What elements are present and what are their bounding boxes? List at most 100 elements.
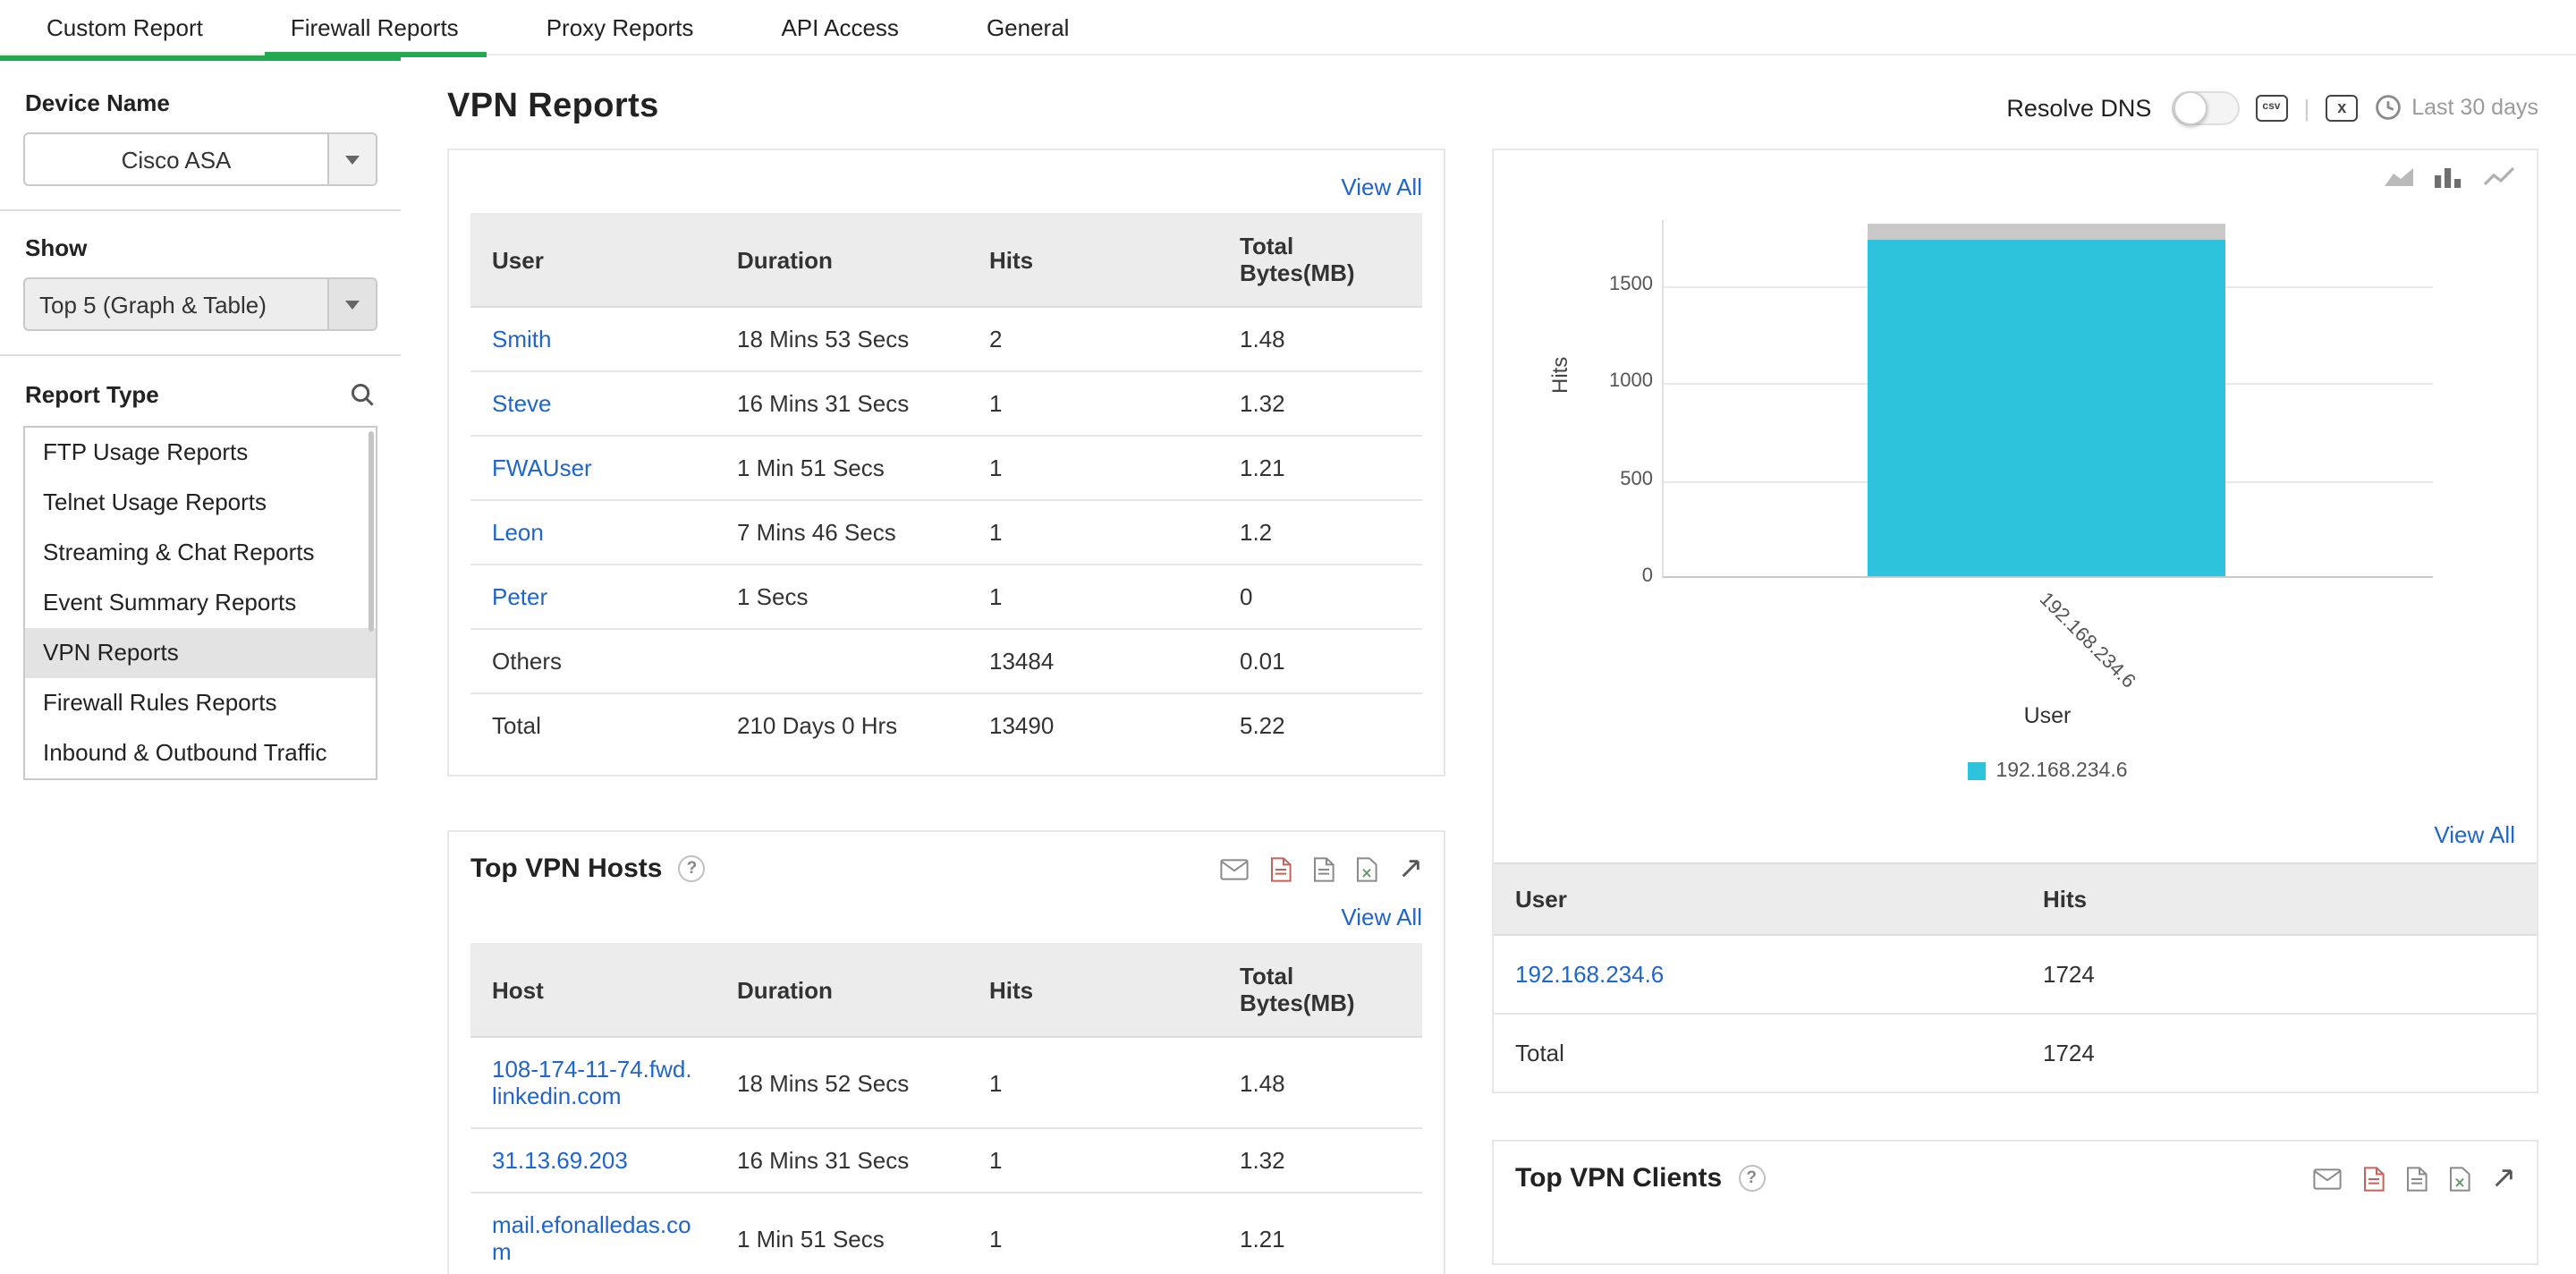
tab-general[interactable]: General bbox=[987, 0, 1070, 55]
sidebar-item-event-summary-reports[interactable]: Event Summary Reports bbox=[43, 589, 297, 616]
vpn-hosts-table: Host Duration Hits Total Bytes(MB) 108-1… bbox=[470, 943, 1422, 1274]
sidebar-item-vpn-reports[interactable]: VPN Reports bbox=[25, 628, 376, 678]
sidebar-item-firewall-rules-reports[interactable]: Firewall Rules Reports bbox=[43, 689, 277, 716]
view-all-link[interactable]: View All bbox=[1341, 904, 1422, 930]
report-icon[interactable] bbox=[2406, 1166, 2428, 1191]
user-link[interactable]: Leon bbox=[492, 519, 544, 546]
cell-hits: 1 bbox=[968, 436, 1218, 501]
y-tick-label: 0 bbox=[1641, 565, 1653, 587]
pdf-icon[interactable] bbox=[1270, 856, 1292, 881]
cell-bytes: 1.32 bbox=[1218, 371, 1422, 437]
cell-duration: 18 Mins 53 Secs bbox=[716, 307, 968, 372]
tab-label: API Access bbox=[781, 13, 899, 40]
time-period-selector[interactable]: Last 30 days bbox=[2374, 93, 2538, 122]
table-row: mail.efonalledas.com 1 Min 51 Secs 1 1.2… bbox=[470, 1193, 1422, 1274]
separator: | bbox=[2303, 94, 2310, 121]
cell-hits: 2 bbox=[968, 307, 1218, 372]
user-link[interactable]: 192.168.234.6 bbox=[1515, 961, 1665, 988]
report-type-list: FTP Usage Reports Telnet Usage Reports S… bbox=[23, 426, 377, 780]
cell-duration: 16 Mins 31 Secs bbox=[716, 1128, 968, 1193]
show-select[interactable]: Top 5 (Graph & Table) bbox=[23, 277, 377, 331]
table-row: Peter 1 Secs 1 0 bbox=[470, 565, 1422, 630]
cell-user: Total bbox=[492, 712, 541, 739]
column-header: Total Bytes(MB) bbox=[1218, 213, 1422, 308]
excel-icon[interactable] bbox=[1356, 856, 1377, 881]
report-icon[interactable] bbox=[1313, 856, 1335, 881]
chart-legend: 192.168.234.6 bbox=[1662, 760, 2433, 782]
search-icon[interactable] bbox=[349, 381, 376, 408]
vpn-users-bar-chart: Hits 1500 1000 500 0 192.168.234.6 bbox=[1515, 188, 2515, 818]
user-link[interactable]: Smith bbox=[492, 326, 552, 352]
cell-hits: 1 bbox=[968, 1037, 1218, 1129]
list-scrollbar[interactable] bbox=[369, 431, 374, 632]
view-all-link[interactable]: View All bbox=[2434, 821, 2515, 848]
tab-api-access[interactable]: API Access bbox=[781, 0, 899, 55]
help-icon[interactable]: ? bbox=[1738, 1165, 1766, 1192]
device-name-value: Cisco ASA bbox=[121, 146, 232, 173]
email-icon[interactable] bbox=[1220, 858, 1249, 879]
tab-proxy-reports[interactable]: Proxy Reports bbox=[547, 0, 694, 55]
cell-hits: 1 bbox=[968, 371, 1218, 437]
sidebar-item-streaming-chat-reports[interactable]: Streaming & Chat Reports bbox=[43, 539, 315, 565]
device-name-select[interactable]: Cisco ASA bbox=[23, 132, 377, 186]
vpn-users-card: View All User Duration Hits Total Bytes(… bbox=[447, 149, 1445, 777]
excel-export-icon[interactable]: x bbox=[2326, 94, 2359, 121]
pdf-icon[interactable] bbox=[2363, 1166, 2385, 1191]
tab-label: General bbox=[986, 13, 1070, 40]
excel-icon[interactable] bbox=[2449, 1166, 2470, 1191]
sidebar-divider bbox=[0, 209, 401, 211]
page-title: VPN Reports bbox=[447, 88, 659, 125]
table-row: 31.13.69.203 16 Mins 31 Secs 1 1.32 bbox=[470, 1128, 1422, 1193]
x-tick-label: 192.168.234.6 bbox=[2035, 589, 2140, 693]
user-link[interactable]: FWAUser bbox=[492, 454, 592, 481]
sidebar-item-inbound-outbound-traffic[interactable]: Inbound & Outbound Traffic bbox=[43, 739, 327, 766]
column-header: Hits bbox=[968, 213, 1218, 308]
bar[interactable] bbox=[1868, 240, 2225, 576]
tab-firewall-reports[interactable]: Firewall Reports bbox=[265, 0, 487, 56]
tab-custom-report[interactable]: Custom Report bbox=[47, 0, 203, 55]
top-vpn-hosts-card: Top VPN Hosts ? bbox=[447, 830, 1445, 1274]
cell-duration: 210 Days 0 Hrs bbox=[737, 712, 898, 739]
host-link[interactable]: 108-174-11-74.fwd.linkedin.com bbox=[492, 1056, 692, 1109]
chevron-down-icon[interactable] bbox=[327, 134, 376, 184]
cell-hits: 1 bbox=[968, 500, 1218, 565]
tab-label: Proxy Reports bbox=[546, 13, 694, 40]
bar-chart-icon[interactable] bbox=[2433, 166, 2465, 188]
table-row: 192.168.234.6 1724 bbox=[1494, 935, 2537, 1015]
report-type-label: Report Type bbox=[25, 381, 159, 408]
x-axis-label: User bbox=[2023, 703, 2072, 728]
resolve-dns-toggle[interactable] bbox=[2171, 90, 2240, 124]
sidebar-item-ftp-usage-reports[interactable]: FTP Usage Reports bbox=[43, 438, 249, 465]
line-chart-icon[interactable] bbox=[2483, 166, 2515, 188]
y-axis-label: Hits bbox=[1547, 356, 1572, 394]
cell-bytes: 1.21 bbox=[1240, 1225, 1285, 1252]
chevron-down-icon[interactable] bbox=[327, 279, 376, 329]
expand-icon[interactable] bbox=[2492, 1167, 2515, 1190]
cell-duration bbox=[716, 629, 968, 694]
table-row: Smith 18 Mins 53 Secs 2 1.48 bbox=[470, 307, 1422, 372]
email-icon[interactable] bbox=[2313, 1168, 2342, 1189]
view-all-link[interactable]: View All bbox=[1341, 174, 1422, 200]
column-header: Hits bbox=[2021, 863, 2537, 936]
table-row: Steve 16 Mins 31 Secs 1 1.32 bbox=[470, 371, 1422, 437]
column-header: User bbox=[470, 213, 716, 308]
cell-hits: 1724 bbox=[2021, 935, 2537, 1015]
help-icon[interactable]: ? bbox=[678, 855, 706, 882]
show-label: Show bbox=[25, 234, 88, 261]
y-tick-label: 1500 bbox=[1609, 274, 1653, 295]
host-link[interactable]: 31.13.69.203 bbox=[492, 1147, 628, 1174]
csv-export-icon[interactable]: csv bbox=[2255, 94, 2288, 121]
vpn-users-hits-table: User Hits 192.168.234.6 1724 Total 1724 bbox=[1494, 862, 2537, 1091]
period-label: Last 30 days bbox=[2411, 95, 2538, 120]
sidebar-item-telnet-usage-reports[interactable]: Telnet Usage Reports bbox=[43, 488, 267, 515]
tab-label: Firewall Reports bbox=[290, 13, 459, 40]
expand-icon[interactable] bbox=[1399, 857, 1422, 880]
cell-hits: 1724 bbox=[2043, 1040, 2095, 1066]
user-link[interactable]: Steve bbox=[492, 390, 552, 417]
user-link[interactable]: Peter bbox=[492, 583, 548, 610]
legend-swatch bbox=[1967, 762, 1986, 780]
area-chart-icon[interactable] bbox=[2383, 166, 2415, 188]
cell-bytes: 0 bbox=[1218, 565, 1422, 630]
host-link[interactable]: mail.efonalledas.com bbox=[492, 1211, 691, 1265]
